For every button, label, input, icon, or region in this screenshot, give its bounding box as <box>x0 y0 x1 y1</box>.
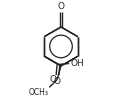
Text: OCH₃: OCH₃ <box>28 88 48 97</box>
Text: OH: OH <box>70 59 84 68</box>
Text: O: O <box>57 2 65 11</box>
Text: O: O <box>49 75 56 84</box>
Text: O: O <box>54 77 61 86</box>
